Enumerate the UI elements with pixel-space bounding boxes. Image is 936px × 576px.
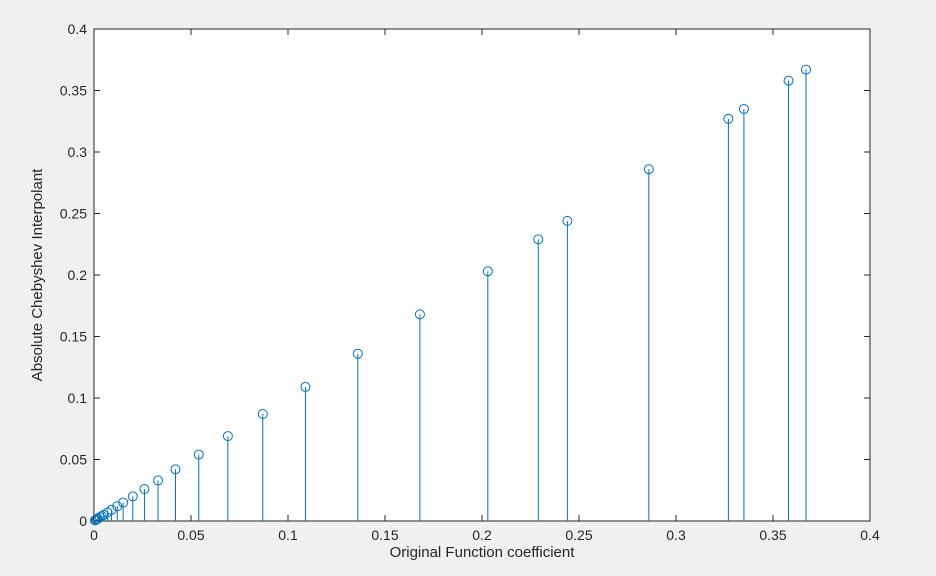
- y-tick-label: 0.05: [60, 452, 87, 468]
- y-tick-label: 0.35: [60, 83, 87, 99]
- stem-marker: [352, 348, 363, 359]
- stem-marker: [127, 491, 138, 502]
- stem-marker: [300, 381, 311, 392]
- y-tick-label: 0.2: [68, 267, 88, 283]
- stem-marker: [533, 234, 544, 245]
- stem-marker: [783, 75, 794, 86]
- stem-marker: [562, 215, 573, 226]
- stem-marker: [257, 408, 268, 419]
- x-axis-ticks: 0 0.05 0.1 0.15 0.2 0.25 0.3 0.35 0.4: [90, 29, 880, 543]
- stem-marker: [139, 484, 150, 495]
- x-tick-label: 0.35: [759, 527, 786, 543]
- stem-marker: [112, 501, 123, 512]
- stem-marker: [170, 464, 181, 475]
- x-tick-label: 0.1: [278, 527, 298, 543]
- stem-marker: [153, 475, 164, 486]
- x-tick-label: 0.4: [860, 527, 880, 543]
- y-tick-label: 0: [79, 513, 87, 529]
- stem-marker: [414, 309, 425, 320]
- plot-area: [93, 28, 871, 522]
- stem-marker: [193, 449, 204, 460]
- x-tick-label: 0.2: [472, 527, 492, 543]
- x-tick-label: 0.15: [371, 527, 398, 543]
- stem-marker: [643, 164, 654, 175]
- stem-series: [89, 64, 811, 526]
- x-tick-label: 0.25: [565, 527, 592, 543]
- x-tick-label: 0: [90, 527, 98, 543]
- y-axis-label: Absolute Chebyshev Interpolant: [29, 168, 46, 381]
- stem-marker: [482, 266, 493, 277]
- stem-marker: [723, 113, 734, 124]
- y-axis-ticks: 0 0.05 0.1 0.15 0.2 0.25 0.3 0.35 0.4: [60, 21, 870, 529]
- stem-marker: [96, 511, 107, 522]
- stem-marker: [800, 64, 811, 75]
- stem-marker: [222, 431, 233, 442]
- stem-marker: [106, 504, 117, 515]
- x-tick-label: 0.05: [177, 527, 204, 543]
- x-axis-label: Original Function coefficient: [390, 544, 576, 561]
- y-tick-label: 0.4: [68, 21, 88, 37]
- y-tick-label: 0.15: [60, 329, 87, 345]
- stem-marker: [118, 497, 129, 508]
- y-tick-label: 0.3: [68, 144, 88, 160]
- stem-marker: [738, 103, 749, 114]
- y-tick-label: 0.1: [68, 390, 88, 406]
- x-tick-label: 0.3: [666, 527, 686, 543]
- y-tick-label: 0.25: [60, 206, 87, 222]
